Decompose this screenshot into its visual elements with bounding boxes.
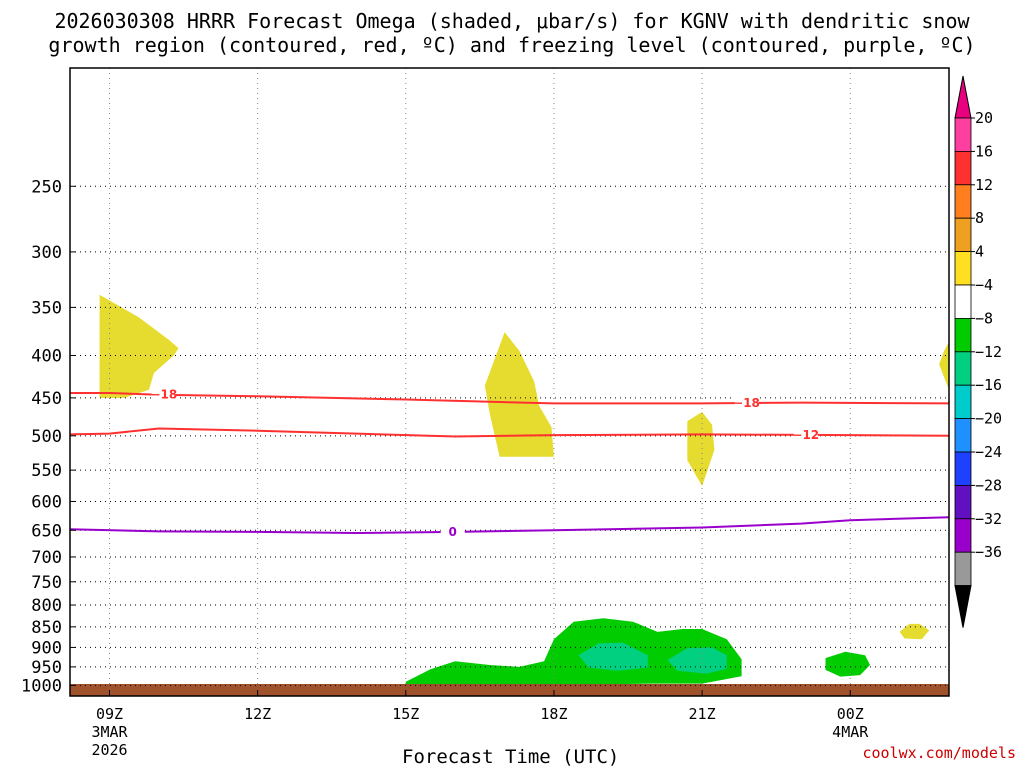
omega-region-7: [825, 651, 870, 677]
colorbar-segment-2: [954, 150, 972, 186]
colorbar-segment-13: [954, 518, 972, 553]
plot-frame: [69, 67, 950, 697]
colorbar-segment-12: [954, 484, 972, 520]
y-tick-label-700: 700: [31, 548, 62, 568]
title-line-1: 2026030308 HRRR Forecast Omega (shaded, …: [54, 9, 970, 33]
colorbar-label-7: −8: [975, 309, 993, 327]
colorbar-label-4: 8: [975, 209, 984, 227]
omega-region-3: [687, 412, 715, 487]
colorbar-segment-5: [954, 251, 972, 286]
omega-region-1: [99, 294, 179, 398]
y-tick-label-250: 250: [31, 177, 62, 197]
colorbar-label-6: −4: [975, 276, 993, 294]
contour-line-2: [69, 427, 950, 438]
contour-label-bg-1-2: [734, 396, 759, 411]
x-tick-label-12Z: 12Z: [244, 705, 271, 723]
x-tick-year-09Z: 2026: [91, 741, 127, 759]
y-tick-label-350: 350: [31, 298, 62, 318]
colorbar-segment-8: [954, 351, 972, 386]
y-tick-label-750: 750: [31, 573, 62, 593]
colorbar-segment-3: [954, 184, 972, 219]
colorbar-label-9: −16: [975, 376, 1002, 394]
colorbar-segment-10: [954, 418, 972, 453]
colorbar-segment-1: [954, 117, 972, 152]
omega-region-5: [899, 623, 930, 640]
colorbar-segment-7: [954, 317, 972, 353]
omega-region-4: [939, 341, 949, 390]
y-tick-label-800: 800: [31, 596, 62, 616]
contour-label-1-2: −18: [733, 396, 760, 410]
y-tick-label-300: 300: [31, 243, 62, 263]
omega-region-6: [405, 618, 742, 689]
x-tick-label-21Z: 21Z: [689, 705, 716, 723]
title-line-2: growth region (contoured, red, ºC) and f…: [48, 33, 976, 57]
contour-label-bg-3-1: [440, 524, 465, 539]
x-tick-label-18Z: 18Z: [540, 705, 567, 723]
colorbar: 20 16 12 8 4 −4 −8 −12 −16 −20 −24 −28 −32 −36: [954, 75, 1002, 628]
x-tick-label-09Z: 09Z: [96, 705, 123, 723]
x-tick-sublabel-00Z: 4MAR: [832, 723, 869, 741]
colorbar-under-triangle: [954, 585, 972, 628]
ground-layer: [70, 684, 949, 696]
y-tick-label-1000: 1000: [21, 676, 62, 696]
colorbar-segment-4: [954, 217, 972, 252]
omega-region-9: [667, 647, 727, 674]
contour-label-1-1: −18: [150, 388, 177, 402]
x-tick-label-15Z: 15Z: [392, 705, 419, 723]
omega-region-2: [484, 332, 554, 457]
colorbar-label-5: 4: [975, 243, 984, 261]
x-tick-sublabel-09Z: 3MAR: [91, 723, 128, 741]
y-tick-label-900: 900: [31, 638, 62, 658]
colorbar-label-3: 12: [975, 176, 993, 194]
contour-label-3-1: 0: [449, 525, 457, 539]
colorbar-label-8: −12: [975, 343, 1002, 361]
colorbar-label-11: −24: [975, 443, 1002, 461]
colorbar-over-triangle: [954, 75, 972, 119]
contour-label-bg-2-1: [793, 427, 818, 442]
colorbar-label-13: −32: [975, 510, 1002, 528]
shading-layer: [99, 294, 949, 689]
omega-region-8: [578, 642, 648, 671]
y-tick-label-500: 500: [31, 427, 62, 447]
colorbar-segment-14: [954, 551, 972, 587]
contour-label-2-1: −12: [792, 428, 819, 442]
colorbar-label-2: 16: [975, 142, 993, 160]
contour-line-3: [69, 516, 950, 535]
y-tick-label-450: 450: [31, 389, 62, 409]
colorbar-label-10: −20: [975, 410, 1002, 428]
y-tick-label-600: 600: [31, 492, 62, 512]
y-tick-label-550: 550: [31, 461, 62, 481]
y-tick-label-650: 650: [31, 521, 62, 541]
x-tick-label-00Z: 00Z: [837, 705, 864, 723]
y-tick-label-950: 950: [31, 658, 62, 678]
ground-fill: [70, 684, 949, 696]
y-tick-label-400: 400: [31, 346, 62, 366]
colorbar-segment-9: [954, 384, 972, 420]
contour-label-bg-1-1: [151, 387, 176, 402]
credit-text: coolwx.com/models: [862, 744, 1016, 762]
contour-layer: −18 −18 −12 0: [69, 387, 950, 539]
x-axis-label: Forecast Time (UTC): [402, 746, 620, 768]
colorbar-segment-11: [954, 451, 972, 486]
y-tick-label-850: 850: [31, 618, 62, 638]
colorbar-segment-6: [954, 284, 972, 319]
colorbar-label-14: −36: [975, 543, 1002, 561]
y-axis: 2503003504004505005506006507007508008509…: [21, 177, 76, 696]
colorbar-label-12: −28: [975, 476, 1002, 494]
contour-line-1: [70, 392, 950, 405]
colorbar-label-1: 20: [975, 109, 993, 127]
